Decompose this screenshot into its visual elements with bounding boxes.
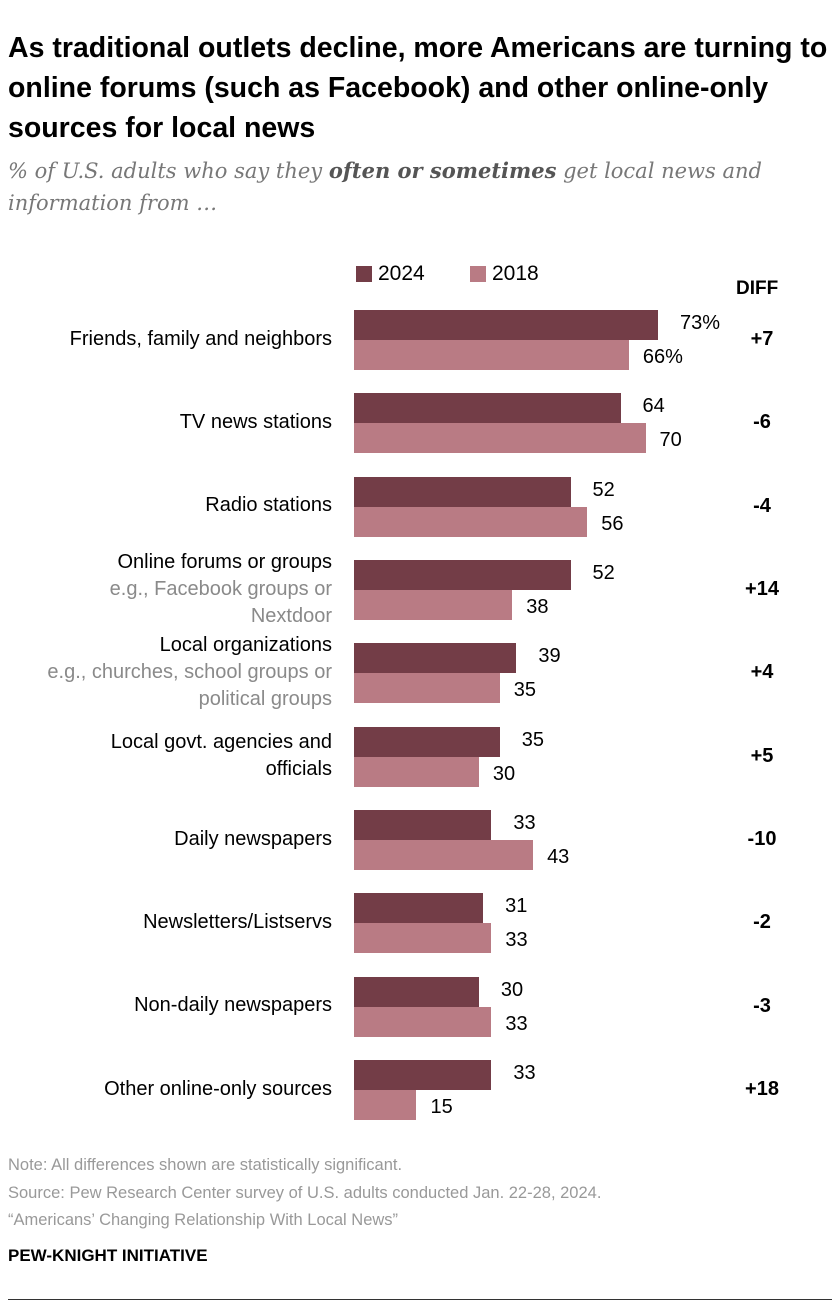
diff-value: +14 xyxy=(745,578,779,601)
category-label-line: Friends, family and neighbors xyxy=(69,327,332,350)
category-label-line: Online forums or groups xyxy=(117,550,332,573)
bar-2024 xyxy=(354,976,479,1007)
category-sublabel: e.g., Facebook groups or xyxy=(109,577,332,600)
category-label-line: Other online-only sources xyxy=(104,1077,332,1100)
bar-2024 xyxy=(354,476,571,507)
diff-value: -2 xyxy=(753,911,771,934)
bar-2018 xyxy=(354,506,588,537)
value-label-2024: 33 xyxy=(513,812,536,835)
diff-value: -4 xyxy=(753,494,771,517)
value-label-2024: 73% xyxy=(680,312,721,334)
diff-value: +4 xyxy=(750,661,774,684)
value-label-2024: 52 xyxy=(592,478,615,501)
value-label-2018: 38 xyxy=(526,596,549,619)
value-label-2018: 35 xyxy=(513,679,536,702)
value-label-2018: 43 xyxy=(547,846,570,869)
bar-2018 xyxy=(354,673,500,704)
category-sublabel: political groups xyxy=(198,687,332,710)
bar-2024 xyxy=(354,726,500,757)
subtitle-emphasis: often or sometimes xyxy=(328,158,557,183)
bar-2018 xyxy=(354,590,513,621)
category-label: Daily newspapers xyxy=(174,826,332,853)
bar-2018 xyxy=(354,1090,417,1121)
bar-2024 xyxy=(354,560,571,591)
diff-value: -3 xyxy=(753,994,771,1017)
legend-item-2024: 2024 xyxy=(356,262,425,286)
diff-header: DIFF xyxy=(736,278,779,299)
legend-swatch-2024 xyxy=(356,266,372,282)
category-label: TV news stations xyxy=(180,409,332,436)
bar-2018 xyxy=(354,1006,492,1037)
category-label: Newsletters/Listservs xyxy=(143,909,332,936)
legend-swatch-2018 xyxy=(470,266,486,282)
chart-subtitle: % of U.S. adults who say they often or s… xyxy=(8,155,808,219)
bar-2018 xyxy=(354,756,479,787)
category-label-line: Local govt. agencies and xyxy=(110,730,332,753)
divider xyxy=(8,1299,832,1300)
report-title: “Americans’ Changing Relationship With L… xyxy=(8,1211,399,1229)
category-label-line: Non-daily newspapers xyxy=(134,994,332,1017)
bar-2024 xyxy=(354,1060,492,1091)
category-label-line: Daily newspapers xyxy=(174,827,332,850)
subtitle-text: % of U.S. adults who say they xyxy=(8,159,329,183)
diff-value: +18 xyxy=(745,1078,779,1101)
bar-2018 xyxy=(354,923,492,954)
value-label-2024: 31 xyxy=(505,895,528,918)
value-label-2018: 33 xyxy=(505,929,528,952)
category-label: Online forums or groups e.g., Facebook gr… xyxy=(110,549,332,630)
legend-item-2018: 2018 xyxy=(470,262,539,286)
bar-2024 xyxy=(354,643,517,674)
chart-title: As traditional outlets decline, more Ame… xyxy=(8,32,828,144)
category-label: Radio stations xyxy=(205,492,332,519)
category-label-line: Newsletters/Listservs xyxy=(143,910,332,933)
category-label-line: officials xyxy=(265,757,332,780)
value-label-2018: 15 xyxy=(430,1096,453,1119)
value-label-2018: 70 xyxy=(659,429,682,452)
source: Source: Pew Research Center survey of U.… xyxy=(8,1184,602,1202)
category-label: Friends, family and neighbors xyxy=(70,326,332,353)
legend-label: 2018 xyxy=(492,262,539,285)
bar-2024 xyxy=(354,393,621,424)
bar-2018 xyxy=(354,423,646,454)
category-sublabel: Nextdoor xyxy=(250,604,332,627)
subtitle-text-end: get local news and information from … xyxy=(8,159,762,215)
diff-value: -10 xyxy=(747,828,777,851)
value-label-2024: 33 xyxy=(513,1062,536,1085)
value-label-2024: 39 xyxy=(538,645,561,668)
value-label-2018: 30 xyxy=(492,762,516,785)
bar-2024 xyxy=(354,310,658,340)
value-label-2024: 52 xyxy=(592,562,615,585)
value-label-2018: 56 xyxy=(601,512,624,535)
category-label: Local govt. agencies and officials xyxy=(111,729,332,783)
value-label-2024: 35 xyxy=(521,728,544,751)
bar-2024 xyxy=(354,893,484,924)
category-label-line: TV news stations xyxy=(179,410,332,433)
category-label: Non-daily newspapers xyxy=(134,992,332,1019)
value-label-2024: 30 xyxy=(500,978,524,1001)
value-label-2018: 66% xyxy=(642,346,683,368)
value-label-2024: 64 xyxy=(642,395,665,418)
category-label: Other online-only sources xyxy=(104,1076,332,1103)
legend-label: 2024 xyxy=(378,262,425,285)
category-label: Local organizations e.g., churches, schoo… xyxy=(47,632,332,713)
bar-2018 xyxy=(354,840,534,871)
category-sublabel: e.g., churches, school groups or xyxy=(47,660,332,683)
value-label-2018: 33 xyxy=(505,1012,528,1035)
note: Note: All differences shown are statisti… xyxy=(8,1156,403,1174)
brand-logo-text: PEW-KNIGHT INITIATIVE xyxy=(8,1246,208,1265)
category-label-line: Local organizations xyxy=(159,633,332,656)
diff-value: +7 xyxy=(750,328,774,350)
bar-2024 xyxy=(354,810,492,841)
diff-value: +5 xyxy=(750,744,774,767)
bar-2018 xyxy=(354,340,629,370)
diff-value: -6 xyxy=(753,411,771,434)
category-label-line: Radio stations xyxy=(205,494,332,517)
